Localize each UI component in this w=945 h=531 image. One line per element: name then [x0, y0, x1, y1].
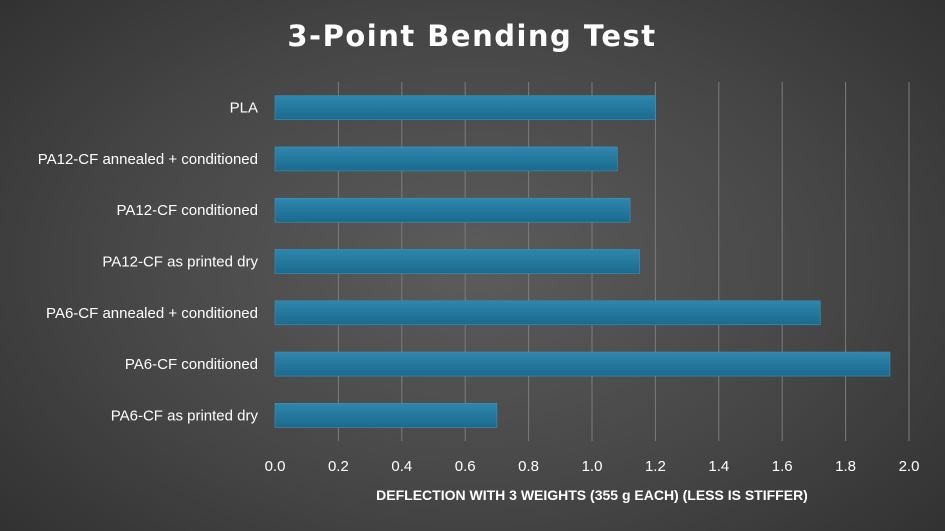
- x-tick-label: 1.4: [708, 458, 729, 475]
- category-label: PA6-CF as printed dry: [111, 407, 259, 424]
- bar: [274, 300, 821, 326]
- x-tick-label: 0.6: [455, 458, 476, 475]
- category-label: PA12-CF conditioned: [117, 202, 258, 219]
- bar: [274, 403, 498, 428]
- bar: [274, 351, 891, 377]
- x-axis-title: DEFLECTION WITH 3 WEIGHTS (355 g EACH) (…: [376, 487, 808, 503]
- x-tick-label: 1.2: [645, 458, 666, 475]
- x-tick-label: 2.0: [899, 458, 920, 475]
- category-label: PLA: [230, 100, 258, 117]
- x-tick-label: 1.0: [582, 458, 603, 475]
- bars: [274, 95, 891, 428]
- category-label: PA12-CF annealed + conditioned: [38, 151, 258, 168]
- category-labels: PLA PA12-CF annealed + conditioned PA12-CF…: [38, 100, 259, 425]
- x-tick-label: 0.0: [265, 458, 286, 475]
- bar: [274, 249, 640, 274]
- category-label: PA6-CF conditioned: [125, 356, 258, 373]
- category-label: PA6-CF annealed + conditioned: [46, 305, 258, 322]
- bar: [274, 197, 631, 223]
- category-label: PA12-CF as printed dry: [102, 254, 258, 271]
- chart-title: 3-Point Bending Test: [287, 19, 656, 53]
- bar: [274, 95, 656, 120]
- x-tick-label: 0.2: [328, 458, 349, 475]
- x-tick-label: 1.8: [835, 458, 856, 475]
- x-tick-label: 1.6: [772, 458, 793, 475]
- x-tick-labels: 0.0 0.2 0.4 0.6 0.8 1.0 1.2 1.4 1.6 1.8 2.0: [265, 458, 920, 475]
- x-tick-label: 0.4: [391, 458, 412, 475]
- bar: [274, 146, 618, 172]
- x-tick-label: 0.8: [518, 458, 539, 475]
